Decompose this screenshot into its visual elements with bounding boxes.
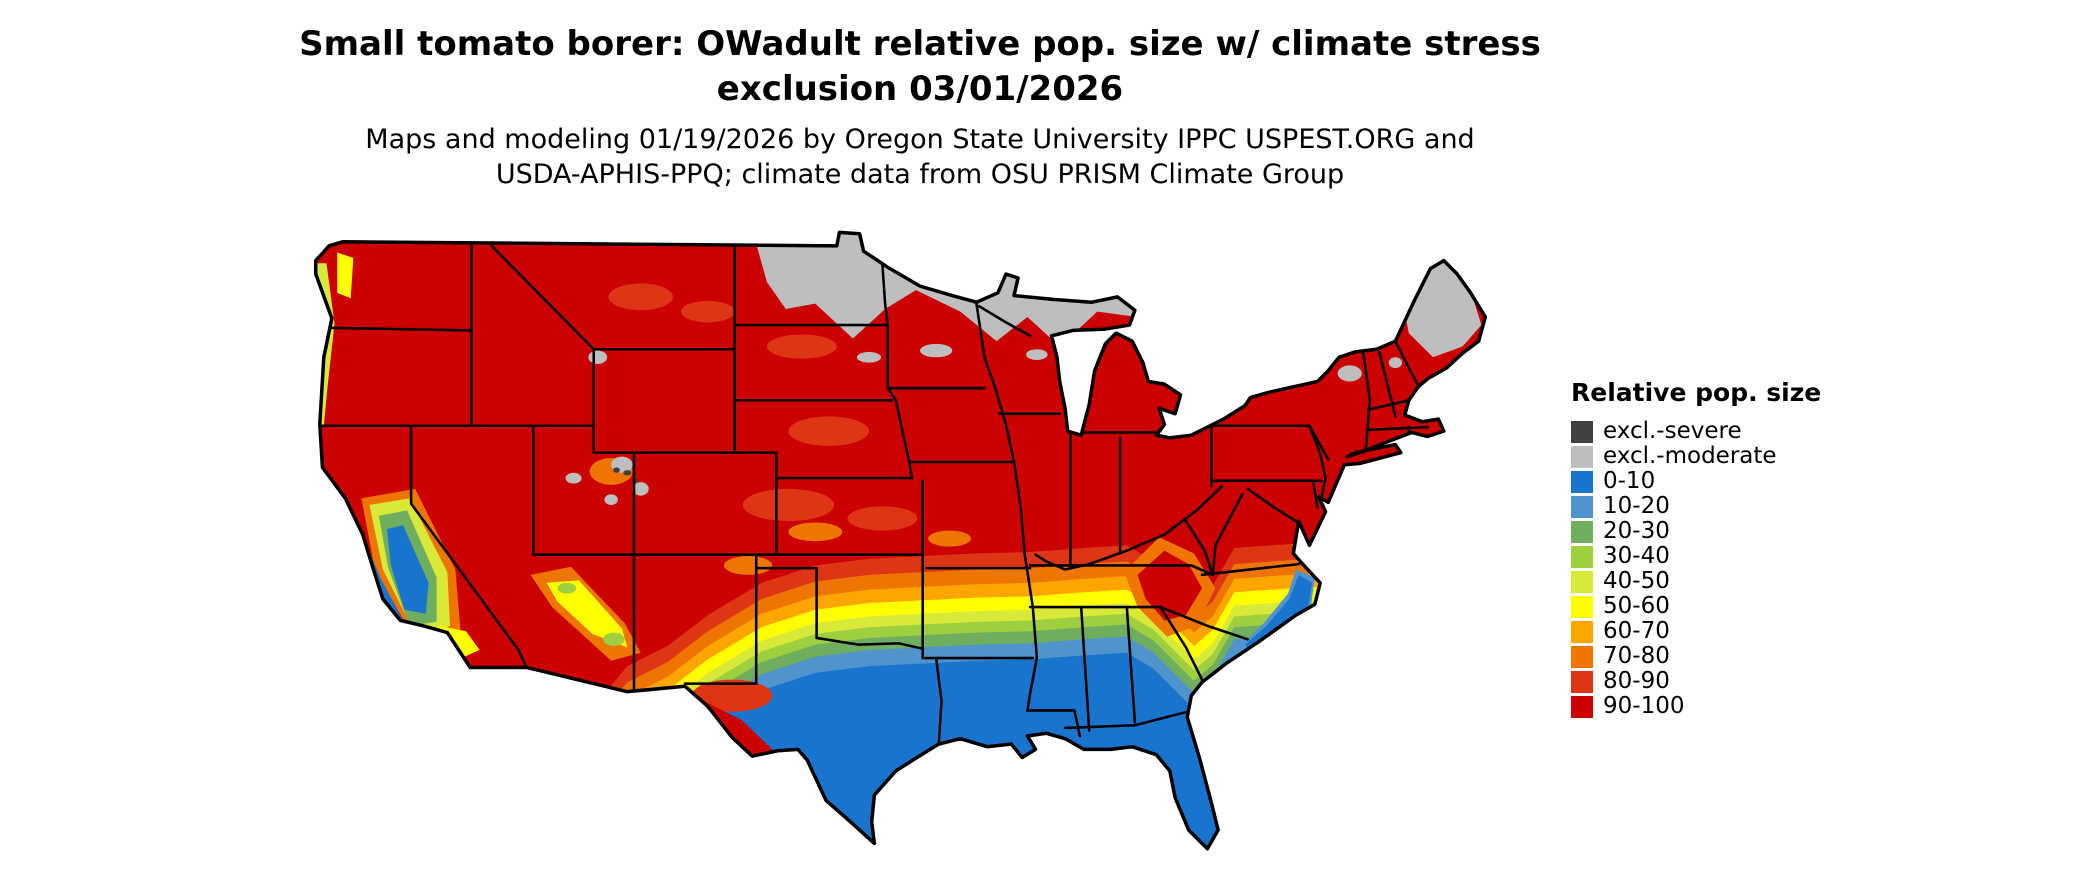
map-title-line2: exclusion 03/01/2026 bbox=[716, 69, 1124, 109]
map-subtitle-line1: Maps and modeling 01/19/2026 by Oregon S… bbox=[365, 124, 1475, 155]
legend-item: 10-20 bbox=[1571, 494, 1821, 519]
legend-swatch bbox=[1571, 495, 1593, 518]
mottle-orange bbox=[766, 334, 837, 359]
legend-item-label: 10-20 bbox=[1603, 493, 1670, 519]
legend-item-label: 60-70 bbox=[1603, 618, 1670, 644]
arizona-green-spot bbox=[603, 632, 625, 646]
mottle-deep-orange bbox=[788, 522, 843, 542]
central-valley-blue bbox=[386, 525, 429, 614]
legend-swatch bbox=[1571, 670, 1593, 693]
mottle-orange bbox=[847, 506, 918, 531]
appalachian-red bbox=[1137, 550, 1203, 621]
gray-speckle bbox=[920, 343, 953, 358]
gray-speckle bbox=[604, 494, 618, 505]
legend-swatch bbox=[1571, 520, 1593, 543]
gray-speckle bbox=[1388, 357, 1403, 369]
legend-item: 50-60 bbox=[1571, 594, 1821, 619]
legend-swatch bbox=[1571, 545, 1593, 568]
legend-item: 20-30 bbox=[1571, 519, 1821, 544]
legend-item: 90-100 bbox=[1571, 694, 1821, 719]
mottle-orange bbox=[742, 488, 835, 522]
legend-item-label: 70-80 bbox=[1603, 643, 1670, 669]
big-bend-orange bbox=[691, 679, 773, 712]
legend-item: 70-80 bbox=[1571, 644, 1821, 669]
legend-item-label: 30-40 bbox=[1603, 543, 1670, 569]
mottle-deep-orange bbox=[928, 530, 972, 547]
legend-item-label: excl.-severe bbox=[1603, 418, 1742, 444]
map-subtitle-line2: USDA-APHIS-PPQ; climate data from OSU PR… bbox=[495, 159, 1345, 190]
legend-item-label: 40-50 bbox=[1603, 568, 1670, 594]
legend-swatch bbox=[1571, 645, 1593, 668]
legend-item-label: 0-10 bbox=[1603, 468, 1656, 494]
base-fill bbox=[315, 232, 1486, 849]
arizona-yellow-stripe bbox=[546, 580, 628, 648]
carolina-blue-wedge bbox=[1245, 574, 1313, 656]
legend-swatch bbox=[1571, 695, 1593, 718]
legend-swatch bbox=[1571, 420, 1593, 443]
mottle-orange bbox=[681, 300, 735, 323]
us-map bbox=[305, 222, 1527, 882]
state-borders bbox=[318, 244, 1429, 746]
legend-swatch bbox=[1571, 620, 1593, 643]
legend-item: 80-90 bbox=[1571, 669, 1821, 694]
legend-swatch bbox=[1571, 470, 1593, 493]
dark-speckle bbox=[613, 467, 620, 473]
gray-speckle bbox=[565, 472, 582, 484]
legend-item-label: 20-30 bbox=[1603, 518, 1670, 544]
legend-swatch bbox=[1571, 570, 1593, 593]
gray-speckle bbox=[588, 350, 608, 364]
map-title-line1: Small tomato borer: OWadult relative pop… bbox=[299, 24, 1541, 64]
legend-item: excl.-moderate bbox=[1571, 444, 1821, 469]
legend-item-label: excl.-moderate bbox=[1603, 443, 1777, 469]
legend-item-label: 50-60 bbox=[1603, 593, 1670, 619]
legend-item: 30-40 bbox=[1571, 544, 1821, 569]
arizona-green-spot bbox=[557, 582, 577, 594]
legend-item: 0-10 bbox=[1571, 469, 1821, 494]
legend-swatch bbox=[1571, 595, 1593, 618]
map-subtitle: Maps and modeling 01/19/2026 by Oregon S… bbox=[0, 122, 1840, 192]
legend-item: excl.-severe bbox=[1571, 419, 1821, 444]
mottle-orange bbox=[608, 283, 673, 311]
legend-item: 60-70 bbox=[1571, 619, 1821, 644]
legend-title: Relative pop. size bbox=[1571, 378, 1822, 407]
gray-speckle bbox=[1026, 349, 1048, 360]
legend-item: 40-50 bbox=[1571, 569, 1821, 594]
mottle-orange bbox=[788, 416, 869, 446]
map-fill-layers bbox=[315, 232, 1486, 849]
legend-swatch bbox=[1571, 445, 1593, 468]
legend-item-label: 80-90 bbox=[1603, 668, 1670, 694]
gray-speckle bbox=[1337, 365, 1362, 382]
legend-item-label: 90-100 bbox=[1603, 693, 1685, 719]
gray-speckle bbox=[856, 351, 882, 363]
puget-yellow bbox=[337, 252, 354, 299]
mottle-deep-orange bbox=[723, 556, 773, 575]
legend-items: excl.-severe excl.-moderate 0-10 10-20 20-30… bbox=[1571, 419, 1821, 719]
us-map-figure bbox=[313, 230, 1488, 851]
map-title: Small tomato borer: OWadult relative pop… bbox=[0, 22, 1840, 112]
legend: Relative pop. size excl.-severe excl.-mod… bbox=[1571, 378, 1821, 719]
gray-speckle bbox=[632, 482, 649, 496]
dark-speckle bbox=[623, 470, 632, 476]
us-outline bbox=[313, 230, 1488, 851]
